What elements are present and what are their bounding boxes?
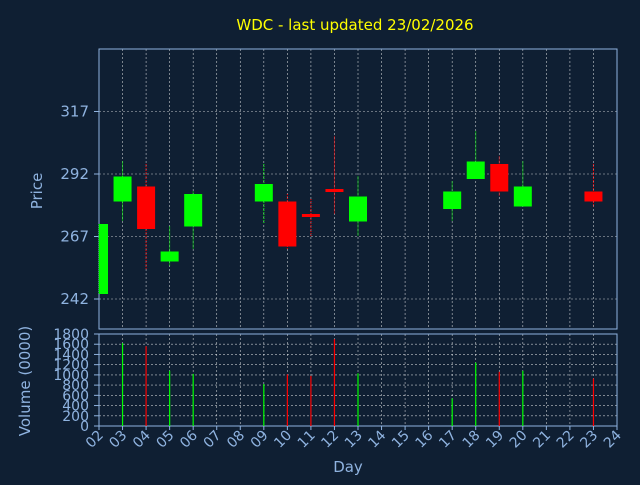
chart-title: WDC - last updated 23/02/2026 <box>236 16 473 34</box>
price-plot-frame <box>98 48 618 330</box>
x-axis-label: Day <box>333 458 363 476</box>
x-tick-label: 12 <box>318 428 342 452</box>
volume-tick-label: 800 <box>62 378 89 394</box>
x-tick-label: 22 <box>554 428 578 452</box>
candle-body-11 <box>301 214 320 217</box>
x-tick-label: 11 <box>295 428 319 452</box>
candles <box>98 131 603 294</box>
candle-body-09 <box>254 184 273 202</box>
x-tick-label: 17 <box>436 428 460 452</box>
candle-body-10 <box>278 201 297 247</box>
x-tick-label: 03 <box>106 428 130 452</box>
x-tick-label: 08 <box>224 428 248 452</box>
volume-tick-label: 1400 <box>53 347 89 363</box>
price-tick-label: 292 <box>60 165 89 183</box>
volume-axis-label: Volume (0000) <box>16 326 34 436</box>
x-ticks: 02 03 04 05 06 07 08 09 10 11 12 13 14 15 16 17 18 19 20 21… <box>83 426 625 451</box>
candle-body-06 <box>184 194 203 227</box>
volume-tick-label: 400 <box>62 399 89 415</box>
x-tick-label: 10 <box>271 428 295 452</box>
volume-tick-label: 1200 <box>53 358 89 374</box>
volume-tick-label: 1000 <box>53 368 89 384</box>
x-tick-label: 18 <box>460 428 484 452</box>
price-tick-label: 267 <box>60 228 89 246</box>
candle-body-12 <box>325 189 344 192</box>
x-tick-label: 07 <box>201 428 225 452</box>
candle-body-20 <box>513 186 532 207</box>
x-tick-label: 14 <box>365 427 389 451</box>
x-tick-label: 19 <box>483 428 507 452</box>
price-tick-label: 317 <box>60 103 89 121</box>
x-tick-label: 05 <box>154 428 178 452</box>
x-tick-label: 16 <box>413 427 437 451</box>
candle-body-18 <box>466 161 485 179</box>
candle-body-19 <box>490 164 509 192</box>
x-tick-label: 13 <box>342 428 366 452</box>
x-tick-label: 24 <box>601 427 625 451</box>
candle-body-02 <box>99 224 108 294</box>
x-tick-label: 23 <box>577 428 601 452</box>
candle-body-17 <box>443 191 462 209</box>
candle-body-23 <box>584 191 603 202</box>
x-tick-label: 06 <box>177 427 201 451</box>
price-tick-label: 242 <box>60 290 89 308</box>
volume-tick-label: 0 <box>80 419 89 435</box>
x-tick-label: 15 <box>389 428 413 452</box>
candle-body-05 <box>160 251 179 262</box>
price-axis-label: Price <box>28 173 46 210</box>
price-y-ticks: 242 267 292 317 <box>60 103 99 308</box>
volume-tick-label: 200 <box>62 409 89 425</box>
candle-body-13 <box>349 196 367 222</box>
volume-bars <box>121 339 595 426</box>
volume-tick-label: 600 <box>62 388 89 404</box>
volume-tick-label: 1800 <box>53 327 89 343</box>
candle-body-03 <box>113 176 132 202</box>
x-tick-label: 09 <box>248 428 272 452</box>
candle-body-04 <box>137 186 156 229</box>
volume-tick-label: 1600 <box>53 337 89 353</box>
x-tick-label: 04 <box>130 427 154 451</box>
x-tick-label: 21 <box>530 428 554 452</box>
x-tick-label: 20 <box>507 428 531 452</box>
